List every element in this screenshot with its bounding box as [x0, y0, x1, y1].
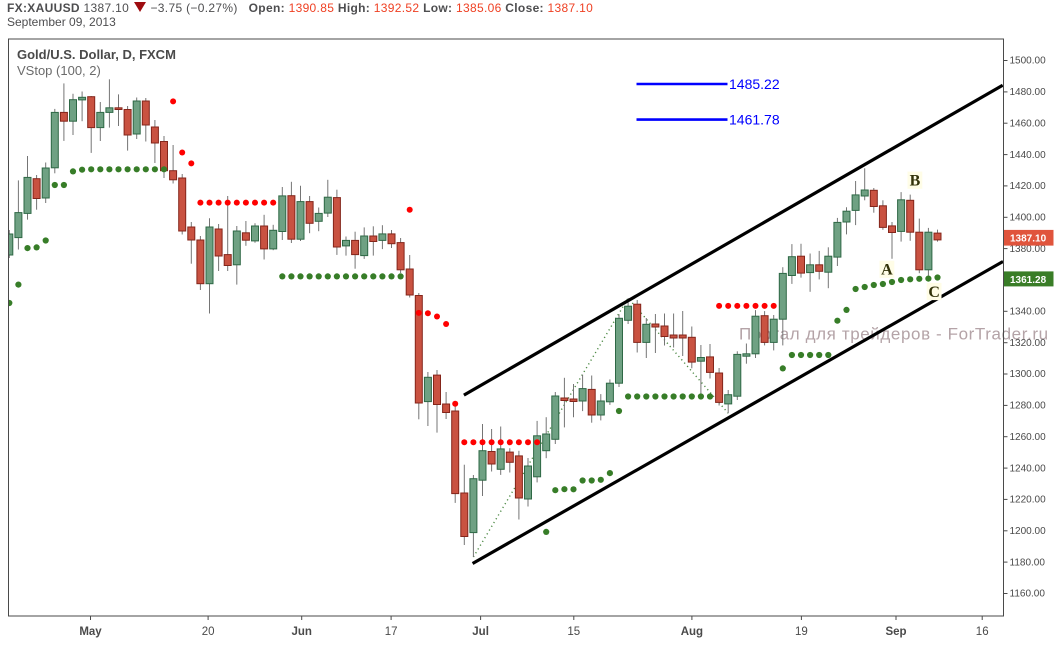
svg-text:A: A: [881, 262, 893, 279]
svg-text:1240.00: 1240.00: [1010, 463, 1047, 474]
svg-text:Sep: Sep: [885, 626, 906, 638]
svg-text:1420.00: 1420.00: [1010, 181, 1047, 192]
svg-text:1387.10: 1387.10: [1010, 234, 1047, 245]
svg-text:17: 17: [385, 626, 398, 638]
svg-text:Jul: Jul: [472, 626, 489, 638]
svg-text:1461.78: 1461.78: [729, 111, 780, 127]
svg-text:1340.00: 1340.00: [1010, 307, 1047, 318]
svg-text:1220.00: 1220.00: [1010, 495, 1047, 506]
svg-text:1200.00: 1200.00: [1010, 526, 1047, 537]
svg-text:Gold/U.S. Dollar, D, FXCM: Gold/U.S. Dollar, D, FXCM: [17, 47, 176, 62]
svg-text:1300.00: 1300.00: [1010, 369, 1047, 380]
svg-text:B: B: [910, 173, 921, 190]
svg-text:16: 16: [976, 626, 989, 638]
svg-text:VStop (100, 2): VStop (100, 2): [17, 63, 101, 78]
svg-text:1400.00: 1400.00: [1010, 213, 1047, 224]
svg-text:C: C: [928, 284, 940, 301]
svg-text:1480.00: 1480.00: [1010, 87, 1047, 98]
svg-text:15: 15: [567, 626, 580, 638]
svg-text:1500.00: 1500.00: [1010, 56, 1047, 67]
svg-text:1280.00: 1280.00: [1010, 401, 1047, 412]
svg-text:1160.00: 1160.00: [1010, 589, 1046, 600]
svg-text:1260.00: 1260.00: [1010, 432, 1047, 443]
svg-text:1380.00: 1380.00: [1010, 244, 1047, 255]
svg-text:1320.00: 1320.00: [1010, 338, 1047, 349]
svg-text:20: 20: [202, 626, 215, 638]
svg-text:19: 19: [795, 626, 808, 638]
svg-text:1180.00: 1180.00: [1010, 557, 1046, 568]
svg-text:1485.22: 1485.22: [729, 76, 780, 92]
svg-text:Jun: Jun: [291, 626, 311, 638]
svg-text:1361.28: 1361.28: [1010, 275, 1047, 286]
svg-text:1440.00: 1440.00: [1010, 150, 1047, 161]
svg-text:Портал для трейдеров - ForTrad: Портал для трейдеров - ForTrader.ru: [739, 325, 1049, 344]
svg-text:Aug: Aug: [681, 626, 703, 638]
svg-text:1460.00: 1460.00: [1010, 118, 1047, 129]
svg-text:May: May: [79, 626, 102, 638]
